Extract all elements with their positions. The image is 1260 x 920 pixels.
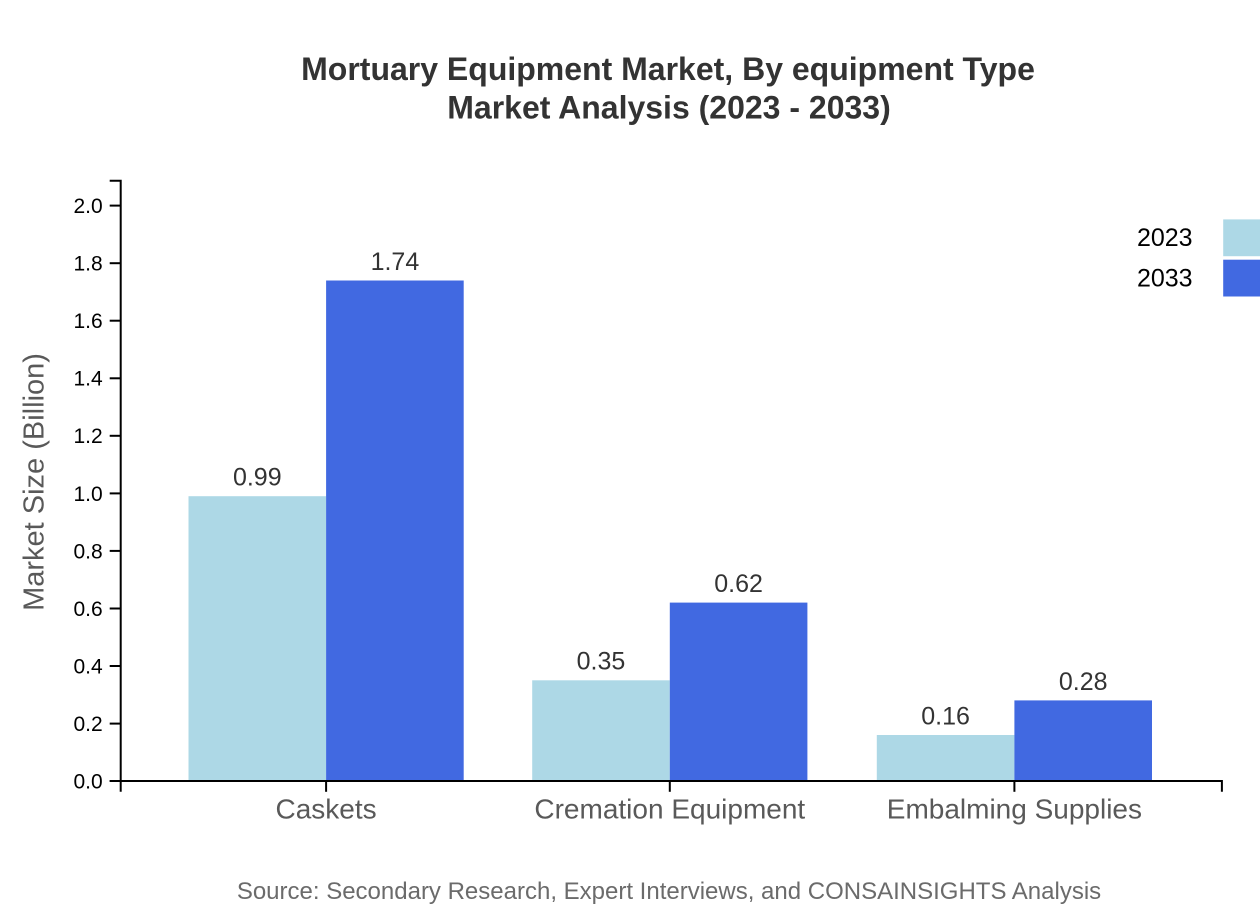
svg-text:0.35: 0.35 — [577, 648, 626, 676]
svg-text:0.28: 0.28 — [1059, 668, 1108, 696]
svg-text:Embalming Supplies: Embalming Supplies — [887, 794, 1142, 825]
svg-text:0.2: 0.2 — [73, 713, 102, 736]
svg-text:1.2: 1.2 — [73, 425, 102, 448]
svg-text:Cremation Equipment: Cremation Equipment — [534, 794, 805, 825]
svg-text:1.6: 1.6 — [73, 310, 102, 333]
svg-text:Source: Secondary Research, Ex: Source: Secondary Research, Expert Inter… — [237, 878, 1101, 905]
svg-text:2.0: 2.0 — [73, 195, 102, 218]
svg-text:Caskets: Caskets — [276, 794, 377, 825]
svg-text:1.4: 1.4 — [73, 368, 103, 391]
svg-text:Mortuary Equipment Market, By: Mortuary Equipment Market, By equipment … — [301, 51, 1035, 87]
svg-text:Market Size (Billion): Market Size (Billion) — [19, 353, 51, 611]
svg-text:1.8: 1.8 — [73, 253, 102, 276]
svg-text:0.6: 0.6 — [73, 598, 102, 621]
svg-text:2033: 2033 — [1137, 264, 1193, 292]
svg-text:0.16: 0.16 — [921, 702, 970, 730]
svg-text:0.0: 0.0 — [73, 770, 102, 793]
svg-text:0.4: 0.4 — [73, 655, 103, 678]
svg-text:1.0: 1.0 — [73, 483, 102, 506]
svg-text:0.62: 0.62 — [714, 570, 763, 598]
svg-text:1.74: 1.74 — [371, 248, 420, 276]
svg-text:2023: 2023 — [1137, 224, 1193, 252]
svg-text:Market Analysis (2023 - 2033): Market Analysis (2023 - 2033) — [447, 89, 891, 125]
svg-text:0.8: 0.8 — [73, 540, 102, 563]
svg-text:0.99: 0.99 — [233, 464, 282, 492]
